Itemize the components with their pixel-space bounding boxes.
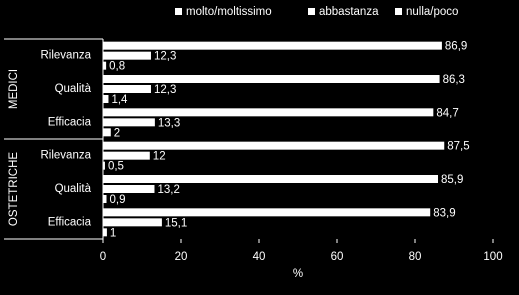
bar	[103, 108, 434, 117]
legend-swatch	[308, 8, 315, 15]
bar	[103, 208, 431, 217]
y-tick-label: Rilevanza	[41, 150, 92, 162]
bar	[103, 41, 442, 50]
data-label: 0,9	[110, 194, 126, 206]
y-tick-label: Qualità	[55, 183, 92, 195]
y-tick-label: Qualità	[55, 83, 92, 95]
bar	[103, 75, 440, 83]
bar	[103, 151, 150, 160]
data-label: 13,2	[157, 184, 179, 196]
x-axis-label: %	[293, 268, 303, 280]
data-label: 83,9	[433, 207, 455, 219]
bar	[103, 51, 151, 60]
bar	[103, 141, 445, 150]
bar	[103, 218, 162, 227]
x-tick-label: 60	[331, 251, 344, 263]
data-label: 87,5	[447, 141, 469, 153]
x-tick-label: 80	[409, 251, 422, 263]
data-label: 86,3	[443, 74, 465, 86]
bar	[103, 161, 105, 170]
data-label: 15,1	[165, 217, 187, 229]
x-tick-label: 40	[253, 251, 266, 263]
group-label: OSTETRICHE	[8, 152, 20, 226]
bar	[103, 95, 109, 103]
bar	[103, 85, 151, 93]
legend-swatch	[175, 8, 182, 15]
x-tick-label: 0	[100, 251, 106, 263]
data-label: 84,7	[436, 107, 458, 119]
data-label: 12	[153, 151, 166, 163]
legend-swatch	[395, 8, 402, 15]
bar	[103, 185, 155, 193]
data-label: 85,9	[441, 174, 463, 186]
x-tick-label: 20	[175, 251, 188, 263]
data-label: 1,4	[111, 94, 128, 106]
bar	[103, 175, 439, 183]
x-tick-label: 100	[483, 251, 502, 263]
data-label: 1	[110, 227, 116, 239]
legend-label: nulla/poco	[406, 6, 458, 18]
bar	[103, 195, 107, 203]
data-label: 13,3	[158, 117, 180, 129]
legend-label: molto/moltissimo	[186, 6, 272, 18]
data-label: 2	[114, 127, 120, 139]
data-label: 0,8	[109, 61, 125, 73]
data-label: 12,3	[154, 51, 176, 63]
y-tick-label: Efficacia	[48, 216, 92, 228]
bar	[103, 228, 107, 237]
bar	[103, 128, 111, 137]
group-label: MEDICI	[8, 69, 20, 109]
bar	[103, 118, 155, 127]
legend-label: abbastanza	[319, 6, 379, 18]
data-label: 12,3	[154, 84, 176, 96]
y-tick-label: Efficacia	[48, 116, 92, 128]
data-label: 0,5	[108, 161, 124, 173]
data-label: 86,9	[445, 41, 467, 53]
bar	[103, 61, 107, 70]
y-tick-label: Rilevanza	[41, 50, 92, 62]
